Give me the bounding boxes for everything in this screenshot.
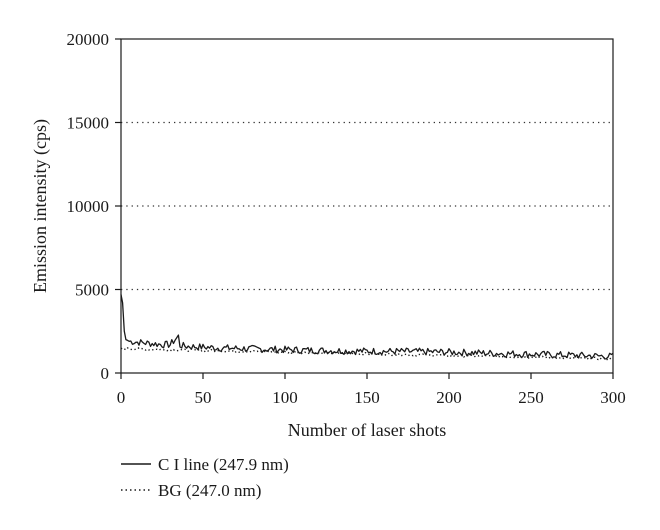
x-tick-label-50: 50 (195, 388, 212, 407)
plot-frame (120, 38, 614, 374)
series-line-c-i-line (120, 294, 614, 360)
legend-label-bg: BG (247.0 nm) (158, 481, 261, 500)
x-tick-label-300: 300 (600, 388, 626, 407)
y-tick-label-20000: 20000 (67, 30, 110, 49)
y-axis-title: Emission intensity (cps) (30, 119, 51, 293)
grid-lines (121, 121, 613, 291)
y-tick-label-0: 0 (101, 364, 110, 383)
legend-label-c-i-line: C I line (247.9 nm) (158, 455, 289, 474)
series-layer (120, 294, 614, 361)
x-tick-label-250: 250 (518, 388, 544, 407)
x-tick-label-150: 150 (354, 388, 380, 407)
x-axis-title: Number of laser shots (288, 420, 446, 440)
x-tick-label-100: 100 (272, 388, 298, 407)
y-tick-label-5000: 5000 (75, 281, 109, 300)
x-tick-label-0: 0 (117, 388, 126, 407)
y-tick-label-10000: 10000 (67, 197, 110, 216)
x-tick-label-200: 200 (436, 388, 462, 407)
tick-layer: 0 5000 10000 15000 20000 0 50 100 150 200 250 300 (67, 30, 626, 407)
legend: C I line (247.9 nm) BG (247.0 nm) (121, 455, 289, 500)
y-tick-label-15000: 15000 (67, 114, 110, 133)
